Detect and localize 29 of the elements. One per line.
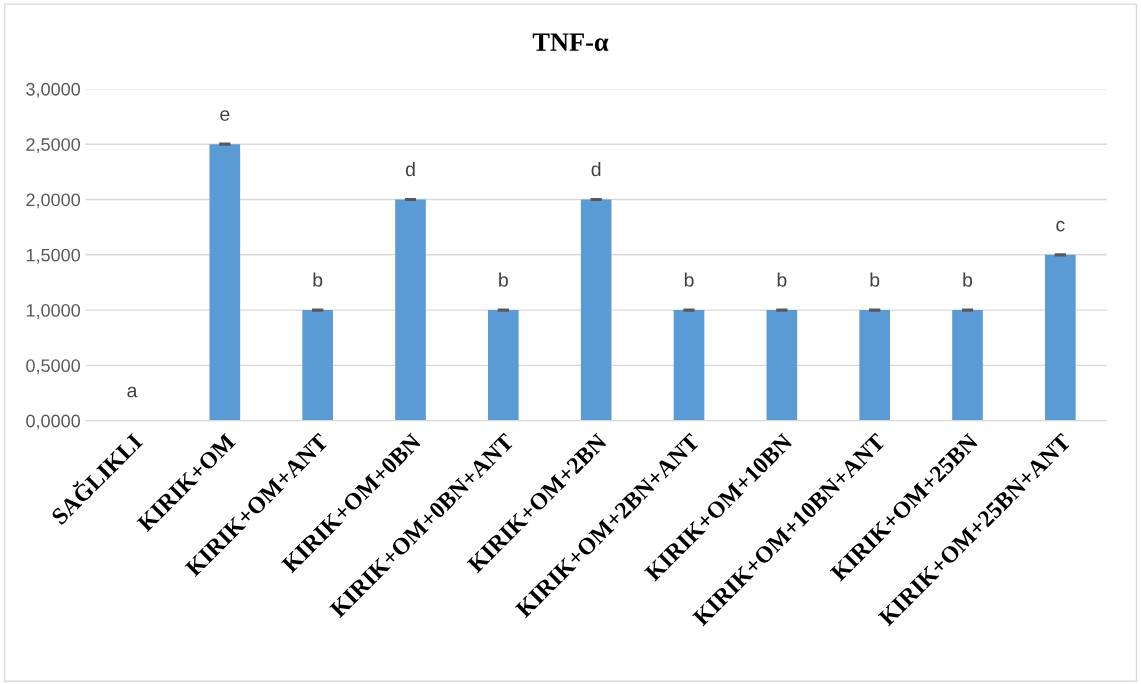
annotation: d — [405, 161, 415, 177]
y-tick-label: 2,5000 — [26, 138, 81, 154]
bar — [673, 310, 705, 421]
chart-title: TNF-α — [532, 33, 609, 52]
y-tick-label: 0,0000 — [26, 414, 81, 430]
bar — [1045, 254, 1076, 421]
bar — [209, 144, 241, 421]
annotation: e — [220, 110, 230, 121]
bar — [580, 199, 612, 421]
bar — [859, 310, 890, 421]
y-tick-label: 2,0000 — [26, 193, 81, 209]
bar — [952, 310, 983, 421]
annotation: b — [963, 272, 973, 287]
bar — [395, 199, 426, 421]
annotation: b — [777, 272, 787, 287]
y-tick-label: 0,5000 — [26, 359, 81, 375]
annotation: b — [499, 272, 508, 287]
y-tick-label: 1,0000 — [26, 304, 81, 319]
bar — [766, 310, 798, 421]
annotation: d — [591, 161, 601, 177]
annotation: b — [870, 272, 880, 287]
y-tick-label: 3,0000 — [26, 82, 81, 98]
y-tick-label: 1,5000 — [26, 248, 81, 264]
bar — [488, 310, 519, 421]
annotation: b — [313, 272, 323, 287]
annotation: c — [1056, 220, 1065, 232]
annotation: b — [684, 272, 694, 287]
bar — [302, 310, 333, 421]
annotation: a — [127, 386, 138, 398]
